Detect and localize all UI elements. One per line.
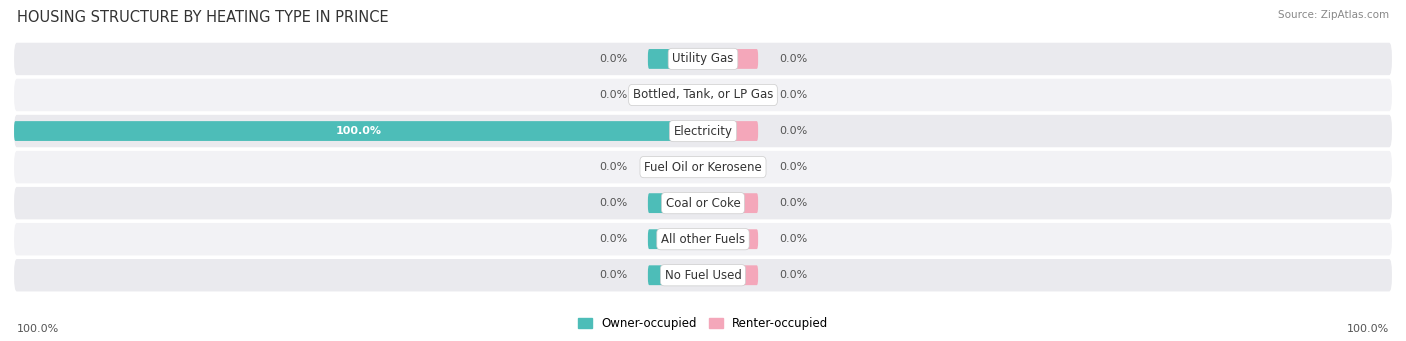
Text: 100.0%: 100.0% — [336, 126, 381, 136]
Text: 0.0%: 0.0% — [779, 234, 807, 244]
FancyBboxPatch shape — [14, 187, 1392, 219]
Text: Source: ZipAtlas.com: Source: ZipAtlas.com — [1278, 10, 1389, 20]
FancyBboxPatch shape — [703, 265, 758, 285]
Text: 0.0%: 0.0% — [599, 270, 627, 280]
FancyBboxPatch shape — [648, 157, 703, 177]
Text: 100.0%: 100.0% — [1347, 324, 1389, 334]
Text: HOUSING STRUCTURE BY HEATING TYPE IN PRINCE: HOUSING STRUCTURE BY HEATING TYPE IN PRI… — [17, 10, 388, 25]
Text: 0.0%: 0.0% — [599, 234, 627, 244]
FancyBboxPatch shape — [14, 115, 1392, 147]
FancyBboxPatch shape — [703, 85, 758, 105]
FancyBboxPatch shape — [703, 193, 758, 213]
Text: 0.0%: 0.0% — [779, 90, 807, 100]
FancyBboxPatch shape — [648, 265, 703, 285]
FancyBboxPatch shape — [14, 259, 1392, 292]
FancyBboxPatch shape — [703, 121, 758, 141]
Text: No Fuel Used: No Fuel Used — [665, 269, 741, 282]
FancyBboxPatch shape — [14, 121, 703, 141]
Text: Electricity: Electricity — [673, 124, 733, 137]
FancyBboxPatch shape — [648, 193, 703, 213]
FancyBboxPatch shape — [648, 229, 703, 249]
FancyBboxPatch shape — [648, 49, 703, 69]
FancyBboxPatch shape — [14, 43, 1392, 75]
FancyBboxPatch shape — [703, 229, 758, 249]
Text: 100.0%: 100.0% — [17, 324, 59, 334]
Text: All other Fuels: All other Fuels — [661, 233, 745, 246]
Text: Fuel Oil or Kerosene: Fuel Oil or Kerosene — [644, 161, 762, 174]
FancyBboxPatch shape — [14, 223, 1392, 255]
FancyBboxPatch shape — [703, 49, 758, 69]
Text: 0.0%: 0.0% — [779, 198, 807, 208]
FancyBboxPatch shape — [703, 157, 758, 177]
Text: Utility Gas: Utility Gas — [672, 53, 734, 65]
Text: 0.0%: 0.0% — [779, 270, 807, 280]
Text: 0.0%: 0.0% — [599, 90, 627, 100]
Text: 0.0%: 0.0% — [599, 162, 627, 172]
Text: Bottled, Tank, or LP Gas: Bottled, Tank, or LP Gas — [633, 89, 773, 102]
Text: 0.0%: 0.0% — [599, 54, 627, 64]
FancyBboxPatch shape — [14, 151, 1392, 183]
Text: 0.0%: 0.0% — [779, 126, 807, 136]
Legend: Owner-occupied, Renter-occupied: Owner-occupied, Renter-occupied — [575, 315, 831, 333]
Text: 0.0%: 0.0% — [779, 162, 807, 172]
FancyBboxPatch shape — [648, 85, 703, 105]
FancyBboxPatch shape — [14, 79, 1392, 111]
Text: Coal or Coke: Coal or Coke — [665, 197, 741, 210]
Text: 0.0%: 0.0% — [779, 54, 807, 64]
Text: 0.0%: 0.0% — [599, 198, 627, 208]
